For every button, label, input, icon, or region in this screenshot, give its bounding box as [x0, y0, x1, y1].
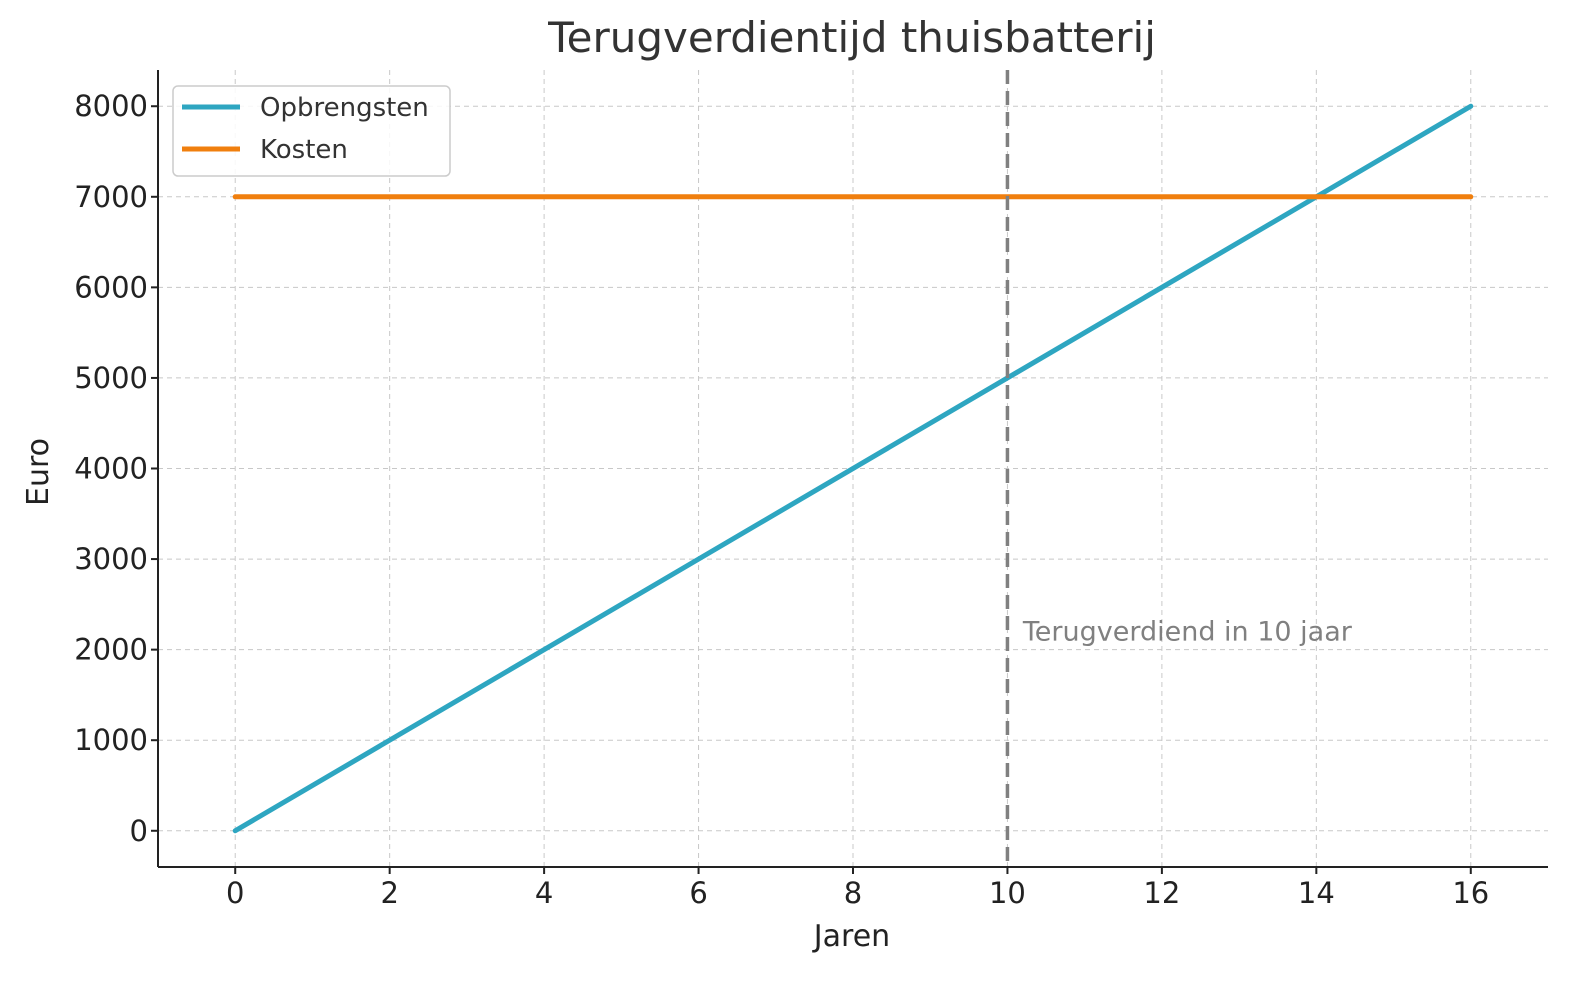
legend-label: Kosten [260, 135, 348, 165]
legend: Opbrengsten Kosten [172, 85, 451, 177]
x-tick-label: 2 [380, 876, 398, 910]
y-tick-label: 8000 [74, 89, 148, 123]
y-tick-label: 4000 [74, 452, 148, 486]
x-tick-label: 8 [844, 876, 862, 910]
x-tick-label: 6 [689, 876, 707, 910]
axes-layer: 0 2 4 6 8 10 12 14 16 0 1000 2000 3000 4000 5000 6000 70… [74, 70, 1548, 910]
x-tick-label: 12 [1143, 876, 1180, 910]
y-tick-label: 1000 [74, 723, 148, 757]
y-tick-label: 0 [130, 814, 148, 848]
x-tick-label: 16 [1452, 876, 1489, 910]
y-tick-label: 3000 [74, 542, 148, 576]
x-tick-label: 10 [989, 876, 1026, 910]
y-axis-label: Euro [21, 438, 56, 506]
annotation-layer: Terugverdiend in 10 jaar [1005, 70, 1353, 867]
chart-title: Terugverdientijd thuisbatterij [547, 13, 1156, 62]
y-tick-label: 6000 [74, 270, 148, 304]
x-axis-label: Jaren [812, 919, 890, 954]
x-tick-label: 0 [226, 876, 244, 910]
x-tick-label: 14 [1298, 876, 1335, 910]
legend-label: Opbrengsten [260, 93, 429, 123]
x-tick-label: 4 [535, 876, 553, 910]
y-tick-label: 2000 [74, 633, 148, 667]
y-tick-label: 5000 [74, 361, 148, 395]
y-tick-label: 7000 [74, 180, 148, 214]
legend-box [172, 85, 451, 177]
series-layer [232, 103, 1474, 834]
series-line-opbrengsten [232, 103, 1474, 834]
annotation-text: Terugverdiend in 10 jaar [1022, 617, 1353, 648]
